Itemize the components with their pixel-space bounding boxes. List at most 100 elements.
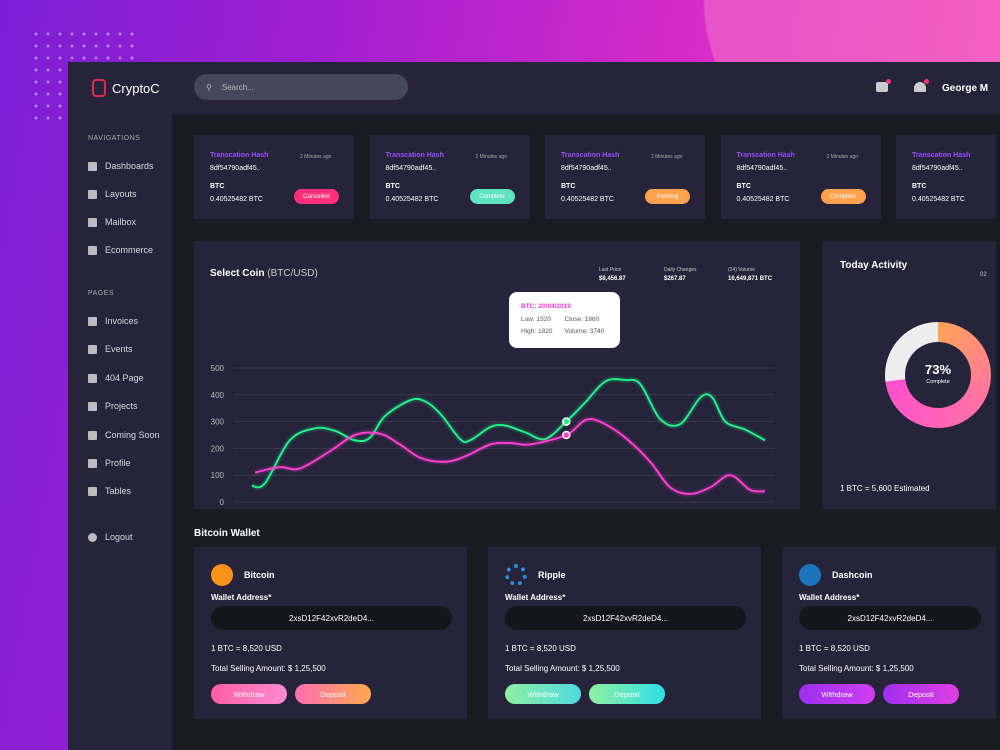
- y-tick-label: 300: [211, 418, 225, 427]
- tooltip-title: BTC: 20/04/2019: [521, 303, 571, 310]
- tx-time: 2 Minutes ago: [475, 154, 507, 160]
- sidebar-item-invoices[interactable]: Invoices: [88, 316, 138, 326]
- wallet-address-label: Wallet Address*: [505, 593, 566, 602]
- tx-coin: BTC: [210, 183, 225, 190]
- 404-icon: [88, 373, 97, 383]
- deposit-button[interactable]: Deposit: [883, 684, 959, 704]
- wallet-address-field[interactable]: 2xsD12F42xvR2deD4...: [211, 606, 452, 630]
- chart-title: Select Coin (BTC/USD): [210, 268, 318, 279]
- label: Layouts: [105, 189, 137, 199]
- tx-amount: 0.40525482 BTC: [210, 196, 263, 203]
- sidebar-item-profile[interactable]: Profile: [88, 458, 131, 468]
- activity-title: Today Activity: [840, 260, 908, 271]
- calendar-icon: [88, 344, 97, 354]
- tx-coin: BTC: [561, 183, 576, 190]
- wallet-address-label: Wallet Address*: [799, 593, 860, 602]
- deposit-button[interactable]: Deposit: [295, 684, 371, 704]
- sidebar-item-events[interactable]: Events: [88, 344, 133, 354]
- tx-coin: BTC: [736, 183, 751, 190]
- tx-coin: BTC: [912, 183, 927, 190]
- deposit-button[interactable]: Deposit: [589, 684, 665, 704]
- status-badge: Complete: [820, 189, 866, 204]
- transaction-card[interactable]: Transcation Hash 2 Minutes ago 8df54790a…: [545, 135, 705, 219]
- wallet-section-title: Bitcoin Wallet: [194, 528, 260, 539]
- cart-icon: [88, 245, 97, 255]
- label: Coming Soon: [105, 430, 160, 440]
- logo[interactable]: CryptoC: [92, 79, 160, 97]
- transaction-card[interactable]: Transcation Hash 2 Minutes ago 8df54790a…: [720, 135, 881, 219]
- label: Projects: [105, 401, 138, 411]
- sidebar-item-layouts[interactable]: Layouts: [88, 189, 137, 199]
- logout-button[interactable]: Logout: [88, 532, 133, 542]
- search-input[interactable]: ⚲ Search...: [194, 74, 408, 100]
- transaction-card[interactable]: Transcation Hash 2 Minutes ago 8df54790a…: [369, 135, 530, 219]
- header: ⚲ Search... George M: [172, 62, 1000, 114]
- label: 404 Page: [105, 373, 144, 383]
- wallet-card-bitcoin: Bitcoin Wallet Address* 2xsD12F42xvR2deD…: [194, 547, 467, 719]
- tx-hash: 8df54790adf45..: [736, 165, 788, 172]
- label: Tables: [105, 486, 132, 496]
- tx-amount: 0.40525482 BTC: [385, 196, 439, 203]
- sidebar-item-404[interactable]: 404 Page: [88, 373, 144, 383]
- wallet-address-label: Wallet Address*: [211, 593, 272, 602]
- sidebar-item-ecommerce[interactable]: Ecommerce: [88, 245, 153, 255]
- tooltip-high: High: 1820: [521, 328, 553, 335]
- transaction-card[interactable]: Transcation Hash 8df54790adf45.. BTC 0.4…: [896, 135, 996, 219]
- y-tick-label: 500: [211, 364, 225, 373]
- brand-name: CryptoC: [112, 80, 160, 96]
- y-tick-label: 0: [220, 498, 225, 507]
- label: Profile: [105, 458, 131, 468]
- tx-title: Transcation Hash: [561, 152, 620, 159]
- tx-amount: 0.40525482 BTC: [736, 196, 790, 203]
- y-tick-label: 200: [211, 444, 225, 453]
- label: Events: [105, 344, 133, 354]
- chart-tooltip: BTC: 20/04/2019 Low: 1520 Close: 1860 Hig…: [509, 292, 620, 348]
- y-tick-label: 100: [211, 471, 225, 480]
- user-name[interactable]: George M: [942, 83, 989, 94]
- grid-icon: [88, 161, 97, 171]
- pages-heading: PAGES: [88, 290, 115, 297]
- status-badge: Pending: [645, 189, 690, 204]
- tx-hash: 8df54790adf45..: [912, 165, 963, 172]
- wallet-card-ripple: Ripple Wallet Address* 2xsD12F42xvR2deD4…: [488, 547, 761, 719]
- donut-percent: 73%: [924, 362, 952, 377]
- coin-name: Ripple: [538, 570, 566, 580]
- activity-footer: 1 BTC = 5,600 Estimated: [840, 484, 930, 493]
- stat-last-price: Last Price $8,456.87: [599, 267, 626, 282]
- y-tick-label: 400: [211, 391, 225, 400]
- tx-title: Transcation Hash: [385, 152, 444, 159]
- sidebar-item-projects[interactable]: Projects: [88, 401, 138, 411]
- sidebar-item-dashboards[interactable]: Dashboards: [88, 161, 154, 171]
- today-activity-card: Today Activity 02 73% Complete 1 BTC = 5…: [822, 241, 996, 509]
- tx-amount: 0.40525482 BTC: [912, 196, 965, 203]
- bitcoin-icon: [211, 564, 233, 586]
- chat-icon[interactable]: [876, 79, 891, 92]
- wallet-address-field[interactable]: 2xsD12F42xvR2deD4...: [799, 606, 981, 630]
- label: Ecommerce: [105, 245, 154, 255]
- withdraw-button[interactable]: Withdraw: [211, 684, 287, 704]
- tx-title: Transcation Hash: [736, 152, 795, 159]
- transaction-card[interactable]: Transcation Hash 2 Minutes ago 8df54790a…: [194, 135, 354, 219]
- label: Invoices: [105, 316, 139, 326]
- sidebar: CryptoC NAVIGATIONS Dashboards Layouts M…: [68, 62, 172, 750]
- sidebar-item-tables[interactable]: Tables: [88, 486, 131, 496]
- donut-hole: [905, 342, 971, 408]
- donut-label: Complete: [926, 379, 950, 385]
- bell-icon[interactable]: [914, 79, 929, 92]
- sidebar-item-coming-soon[interactable]: Coming Soon: [88, 430, 160, 440]
- coin-name: Bitcoin: [244, 570, 275, 580]
- table-icon: [88, 486, 97, 496]
- sidebar-item-mailbox[interactable]: Mailbox: [88, 217, 136, 227]
- price-chart-card: Select Coin (BTC/USD) Last Price $8,456.8…: [194, 241, 800, 509]
- withdraw-button[interactable]: Withdraw: [505, 684, 581, 704]
- wallet-address-field[interactable]: 2xsD12F42xvR2deD4...: [505, 606, 746, 630]
- label: Logout: [105, 532, 133, 542]
- stat-daily-changes: Daily Changes $267.87: [664, 267, 697, 282]
- tx-time: 2 Minutes ago: [826, 154, 858, 160]
- total-selling: Total Selling Amount: $ 1,25,500: [505, 664, 620, 673]
- user-icon: [88, 458, 97, 468]
- label: Dashboards: [105, 161, 154, 171]
- tx-time: 2 Minutes ago: [300, 154, 332, 160]
- withdraw-button[interactable]: Withdraw: [799, 684, 875, 704]
- power-icon: [88, 532, 97, 542]
